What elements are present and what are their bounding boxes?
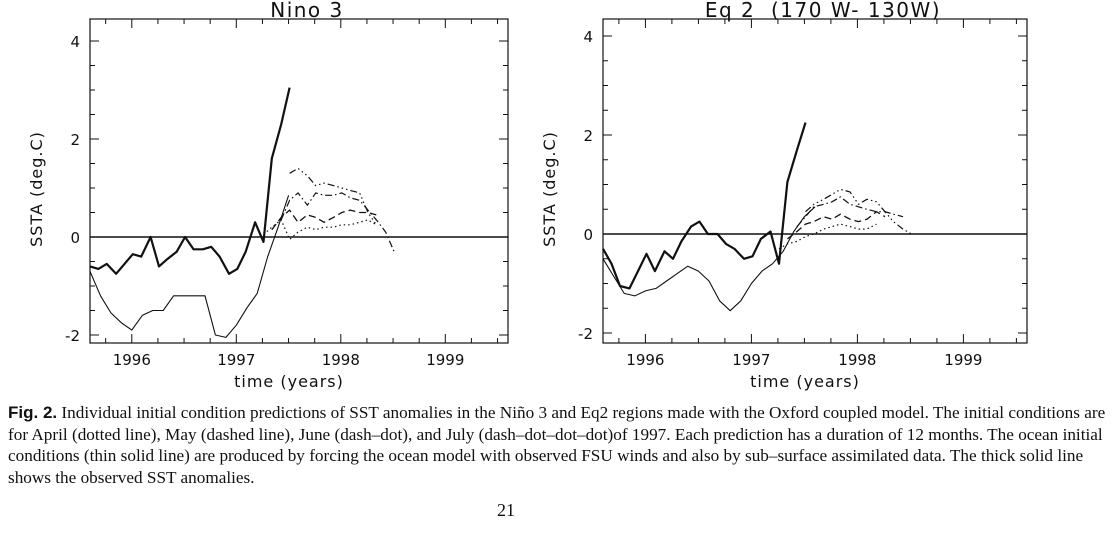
y-tick-label: -2 bbox=[65, 327, 80, 345]
plot-frame bbox=[602, 18, 1028, 344]
caption-text: Individual initial condition predictions… bbox=[8, 403, 1106, 487]
y-tick-label: -2 bbox=[578, 325, 593, 343]
series-line-dotted bbox=[778, 223, 877, 250]
figure-label: Fig. 2. bbox=[8, 403, 58, 422]
series-line-dashed bbox=[787, 211, 886, 240]
chart-title: Nino 3 bbox=[270, 0, 344, 22]
series-line-dash-dot bbox=[796, 196, 904, 227]
x-tick-label: 1999 bbox=[426, 351, 464, 369]
x-tick-label: 1998 bbox=[322, 351, 360, 369]
y-tick-label: 0 bbox=[583, 226, 593, 244]
series-line-dash-dot bbox=[280, 192, 395, 252]
x-tick-label: 1999 bbox=[944, 351, 982, 369]
nino3-chart: 1996 1997 1998 1999 -2 0 2 4 Nino 3 time (years) S… bbox=[27, 0, 509, 391]
chart-title: Eq 2 (170 W- 130W) bbox=[705, 0, 941, 22]
x-tick-label: 1997 bbox=[732, 351, 770, 369]
x-tick-label: 1996 bbox=[113, 351, 151, 369]
series-line-dash-dot-dot-dot bbox=[805, 188, 912, 235]
series-line-thin-solid bbox=[602, 206, 816, 312]
series-line-thick-solid bbox=[602, 122, 807, 290]
x-axis-label: time (years) bbox=[234, 372, 344, 391]
y-tick-label: 2 bbox=[70, 131, 80, 149]
series-line-thick-solid bbox=[89, 87, 291, 275]
x-tick-label: 1998 bbox=[838, 351, 876, 369]
plot-frame bbox=[89, 18, 509, 344]
series-line-dashed bbox=[271, 209, 377, 231]
y-tick-label: 0 bbox=[70, 229, 80, 247]
y-axis-label: SSTA (deg.C) bbox=[540, 131, 559, 247]
series-line-dash-dot-dot-dot bbox=[289, 167, 377, 226]
x-axis-label: time (years) bbox=[750, 372, 860, 391]
page-number: 21 bbox=[497, 500, 515, 520]
figure-caption: Fig. 2. Individual initial condition pre… bbox=[8, 402, 1108, 488]
y-axis-label: SSTA (deg.C) bbox=[27, 131, 46, 247]
y-tick-label: 4 bbox=[70, 33, 80, 51]
x-tick-label: 1996 bbox=[626, 351, 664, 369]
y-tick-label: 4 bbox=[583, 28, 593, 46]
eq2-chart: 1996 1997 1998 1999 -2 0 2 4 Eq 2 (170 W- 130W) t… bbox=[540, 0, 1028, 391]
y-tick-label: 2 bbox=[583, 127, 593, 145]
series-line-thin-solid bbox=[89, 195, 290, 338]
x-tick-label: 1997 bbox=[217, 351, 255, 369]
series-line-dotted bbox=[263, 219, 377, 240]
